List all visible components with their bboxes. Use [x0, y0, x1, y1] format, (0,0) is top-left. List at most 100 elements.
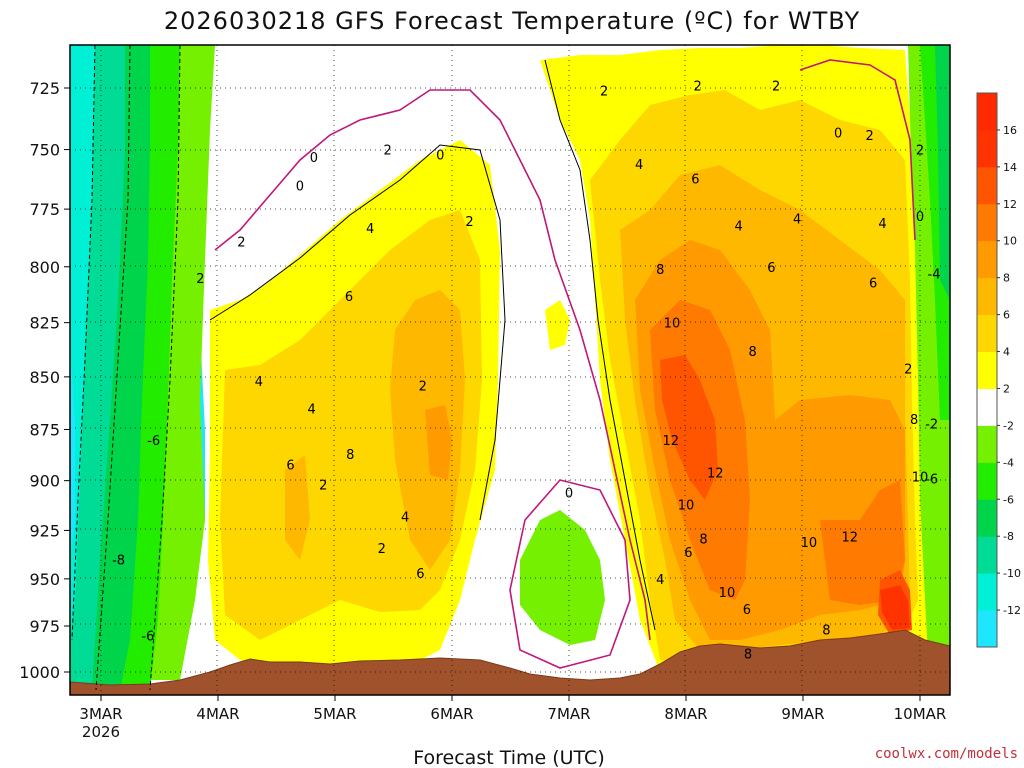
contour-lines [71, 45, 916, 691]
band-cold-f [70, 350, 75, 560]
colorbar-segment [977, 240, 997, 279]
contour-label: 6 [767, 261, 775, 276]
contour-label: 6 [691, 172, 699, 187]
colorbar-label: -2 [1003, 419, 1014, 432]
contour-label: 2 [772, 79, 780, 94]
contour-label: 10 [719, 586, 736, 601]
colorbar-segment [977, 314, 997, 353]
contour-label: 2 [465, 215, 473, 230]
y-tick-label: 850 [29, 368, 60, 387]
contour-two-left [209, 144, 506, 521]
warm2-12 [660, 355, 718, 500]
colorbar-segment [977, 573, 997, 611]
contour-label: 10 [801, 536, 818, 551]
colorbar-segment [977, 351, 997, 389]
contour-label: 2 [384, 144, 392, 159]
colorbar-label: -4 [1003, 456, 1014, 469]
contour-label: 2 [237, 236, 245, 251]
y-tick-label: 800 [29, 258, 60, 277]
contour-label: 4 [735, 219, 743, 234]
plot-frame [69, 44, 951, 696]
x-tick-year: 2026 [82, 723, 120, 741]
contour-two-right [544, 59, 656, 631]
contour-label: 12 [707, 467, 724, 482]
x-tick-label: 7MAR [547, 705, 590, 723]
contour-label: 8 [822, 624, 830, 639]
colorbar-label: 4 [1003, 346, 1010, 359]
contour-label: -6 [147, 434, 160, 449]
x-tick-label: 9MAR [781, 705, 824, 723]
green-pocket [520, 510, 605, 645]
contour-label: -4 [928, 268, 941, 283]
x-tick-label: 3MAR [79, 705, 122, 723]
contour-label: 0 [916, 210, 924, 225]
contour-label: 12 [842, 530, 859, 545]
colorbar-segment [977, 499, 997, 537]
contour-label: 6 [345, 290, 353, 305]
contour-label: 0 [834, 127, 842, 142]
y-axis: 725 750 775 800 825 850 875 900 925 950 975 1000 [19, 79, 70, 682]
contour-label: 2 [866, 129, 874, 144]
credit-text[interactable]: coolwx.com/models [875, 746, 1018, 762]
colorbar-segment [977, 462, 997, 500]
contour-label: 6 [869, 277, 877, 292]
colorbar-label: -12 [1003, 604, 1021, 617]
contour-label: 2 [904, 362, 912, 377]
grid-lines [70, 45, 950, 695]
x-axis-label: Forecast Time (UTC) [413, 747, 604, 768]
contour-label: -2 [925, 417, 938, 432]
contour-dashed-cold-2 [95, 45, 131, 691]
warm1-6 [285, 455, 310, 560]
contour-zero-loop [509, 479, 631, 669]
y-tick-label: 875 [29, 421, 60, 440]
contour-label: 6 [743, 603, 751, 618]
y-tick-label: 1000 [19, 663, 60, 682]
y-tick-label: 725 [29, 79, 60, 98]
y-tick-label: 950 [29, 570, 60, 589]
contour-label: 12 [663, 434, 680, 449]
colorbar-label: 12 [1003, 198, 1017, 211]
colorbar-segment [977, 93, 997, 131]
x-tick-label: 4MAR [196, 705, 239, 723]
contour-label: 2 [419, 379, 427, 394]
y-tick-label: 925 [29, 521, 60, 540]
contour-label: 4 [656, 573, 664, 588]
contour-label: 8 [749, 345, 757, 360]
contour-label: 6 [286, 458, 294, 473]
x-tick-label: 6MAR [430, 705, 473, 723]
colorbar: -12 -10 -8 -6 -4 -2 2 4 6 8 10 12 14 16 [976, 92, 1021, 648]
contour-label: 4 [307, 403, 315, 418]
contour-label: 8 [346, 448, 354, 463]
colorbar-segment [977, 536, 997, 574]
contour-label: 0 [296, 180, 304, 195]
colorbar-segment [977, 166, 997, 205]
contour-dashed-cold [149, 45, 181, 691]
contour-label: 8 [910, 413, 918, 428]
colorbar-segment [977, 610, 997, 648]
contour-label: 2 [916, 144, 924, 159]
contour-label: 8 [744, 648, 752, 663]
colorbar-label: 10 [1003, 235, 1017, 248]
contour-label: 2 [694, 79, 702, 94]
contour-label: 4 [255, 375, 263, 390]
y-tick-label: 750 [29, 141, 60, 160]
contour-label: 0 [436, 148, 444, 163]
contour-label: 2 [378, 542, 386, 557]
x-tick-label: 8MAR [664, 705, 707, 723]
contour-label: -8 [112, 554, 125, 569]
y-tick-label: 775 [29, 200, 60, 219]
colorbar-label: -6 [1003, 493, 1014, 506]
colorbar-label: -8 [1003, 530, 1014, 543]
x-tick-label: 5MAR [313, 705, 356, 723]
contour-label: -6 [925, 473, 938, 488]
colorbar-label: -10 [1003, 567, 1021, 580]
x-tick-label: 10MAR [894, 705, 947, 723]
contour-dashed-cold-3 [71, 45, 96, 641]
colorbar-label: 6 [1003, 309, 1010, 322]
warm2-10b [820, 480, 905, 605]
contour-label: 6 [416, 567, 424, 582]
colorbar-segment [977, 388, 997, 426]
